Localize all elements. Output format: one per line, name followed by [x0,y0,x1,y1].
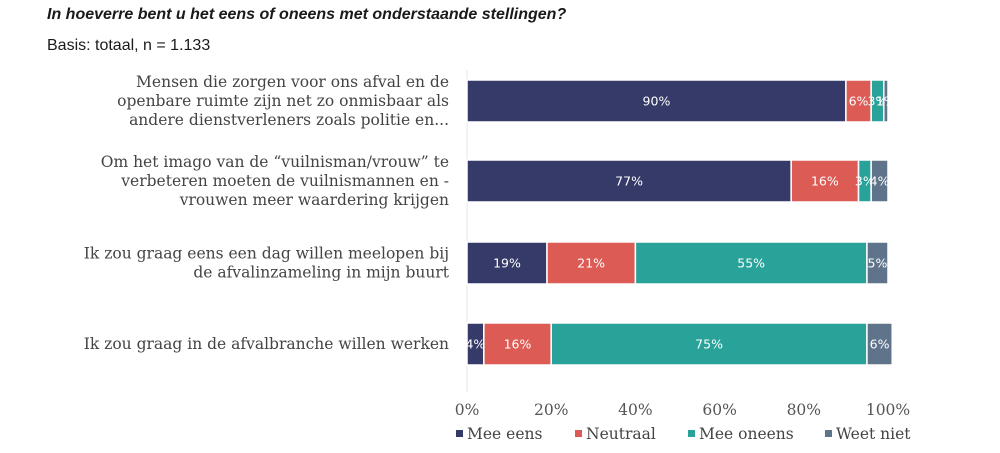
x-tick-label: 80% [787,401,821,419]
x-axis-ticks: 0% 20% 40% 60% 80% 100% [455,401,910,419]
bar-segment [845,79,872,123]
bar-value-label: 55% [737,256,765,271]
bar-value-label: 16% [504,337,532,352]
bar-value-label: 4% [870,174,890,189]
bar-segment [466,79,847,123]
category-label: Ik zou graag eens een dag willen meelope… [84,245,449,263]
category-label: Om het imago van de “vuilnisman/vrouw” t… [101,153,449,171]
bar-value-label: 90% [643,94,671,109]
x-tick-label: 100% [866,401,910,419]
bar-segment [550,322,868,366]
bar-segment [634,241,868,285]
bar-segment [546,241,637,285]
category-label: vrouwen meer waardering krijgen [179,191,449,209]
x-tick-label: 40% [618,401,652,419]
legend-label: Neutraal [586,425,656,443]
bar-value-label: 1% [876,94,896,109]
legend-label: Mee eens [467,425,542,443]
bar-segment [883,79,889,123]
legend-swatch [688,430,695,437]
chart-subtitle: Basis: totaal, n = 1.133 [47,37,211,54]
bar-segment [790,159,860,203]
bar-value-label: 6% [870,337,890,352]
x-tick-label: 60% [702,401,736,419]
bar-segment [866,322,893,366]
bar-value-label: 77% [615,174,643,189]
bar-value-label: 21% [577,256,605,271]
bar-value-label: 3% [868,94,888,109]
category-label: de afvalinzameling in mijn buurt [193,264,449,282]
bar-value-label: 4% [465,337,485,352]
bar-value-label: 6% [849,94,869,109]
category-label: Mensen die zorgen voor ons afval en de [136,73,449,91]
category-label: verbeteren moeten de vuilnismannen en - [120,172,449,190]
legend-label: Mee oneens [699,425,794,443]
bar-value-label: 19% [493,256,521,271]
bar-segment [466,241,548,285]
x-tick-label: 0% [455,401,480,419]
category-labels: Mensen die zorgen voor ons afval en deop… [84,73,450,353]
legend-swatch [456,430,463,437]
legend-swatch [825,430,832,437]
category-label: Ik zou graag in de afvalbranche willen w… [84,335,449,353]
category-label: openbare ruimte zijn net zo onmisbaar al… [117,92,449,110]
legend-label: Weet niet [836,425,911,443]
category-label: andere dienstverleners zoals politie en.… [129,111,449,129]
bar-value-label: 75% [695,337,723,352]
legend: Mee eens Neutraal Mee oneens Weet niet [456,425,911,443]
x-tick-label: 20% [534,401,568,419]
legend-swatch [575,430,582,437]
bar-value-label: 16% [811,174,839,189]
chart-title: In hoeverre bent u het eens of oneens me… [47,6,567,23]
bar-segment [866,241,889,285]
bars-group: 90% 6% 3%1%77% 16% 3%4%19% 21% 55% 5%4% 16% 75% 6% [465,79,896,366]
bar-value-label: 3% [855,174,875,189]
bar-segment [870,159,889,203]
bar-value-label: 5% [868,256,888,271]
